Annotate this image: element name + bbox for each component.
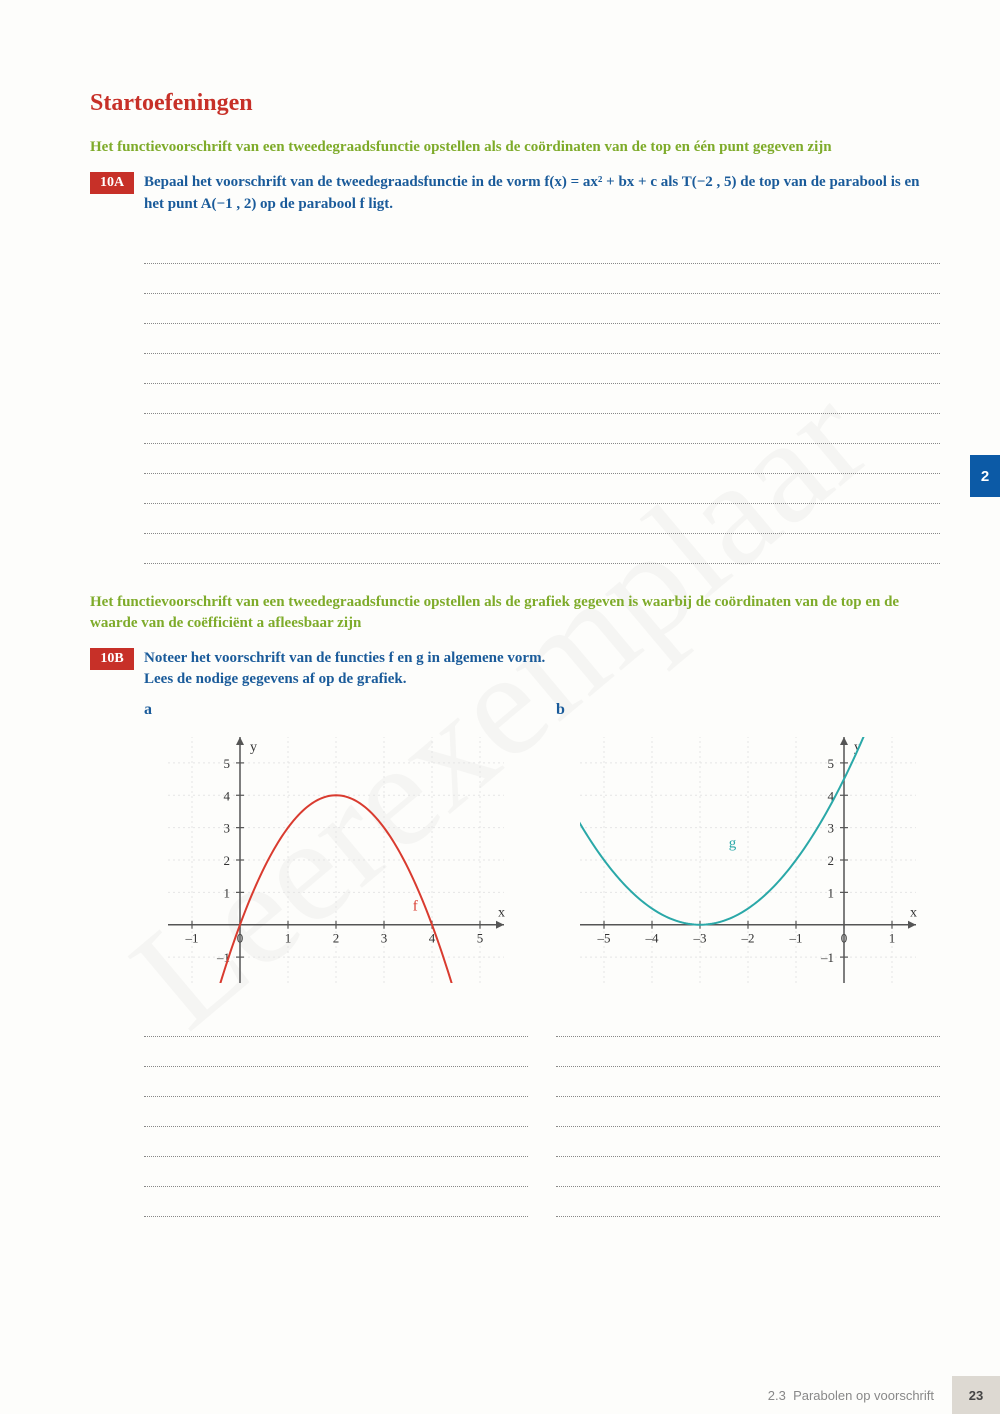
answer-line	[144, 294, 940, 324]
answer-lines-a	[144, 1007, 528, 1217]
sub-exercises: a –1012345–112345xyf b –5–4–3–2–101–1123…	[144, 701, 940, 1217]
sub-exercise-a: a –1012345–112345xyf	[144, 701, 528, 1217]
svg-text:1: 1	[224, 885, 231, 900]
answer-line	[556, 1157, 940, 1187]
answer-line	[144, 444, 940, 474]
svg-text:5: 5	[477, 931, 484, 946]
exercise-text-10a: Bepaal het voorschrift van de tweedegraa…	[144, 172, 940, 216]
svg-text:–3: –3	[693, 931, 707, 946]
footer-section-num: 2.3	[768, 1388, 786, 1403]
answer-line	[144, 384, 940, 414]
sub-label-a: a	[144, 701, 528, 719]
answer-line	[144, 474, 940, 504]
svg-text:1: 1	[889, 931, 896, 946]
footer-page-number: 23	[952, 1376, 1000, 1414]
svg-text:2: 2	[828, 853, 835, 868]
exercise-badge-10b: 10B	[90, 648, 134, 670]
svg-text:f: f	[413, 898, 418, 914]
exercise-text-10b: Noteer het voorschrift van de functies f…	[144, 648, 940, 692]
intro-text-2: Het functievoorschrift van een tweedegra…	[90, 592, 940, 634]
graph-b: –5–4–3–2–101–112345xyg	[556, 725, 940, 995]
svg-text:g: g	[729, 836, 737, 852]
answer-line	[144, 354, 940, 384]
answer-line	[556, 1007, 940, 1037]
svg-text:5: 5	[224, 756, 231, 771]
answer-line	[144, 534, 940, 564]
svg-text:1: 1	[285, 931, 292, 946]
footer-section-title: Parabolen op voorschrift	[793, 1388, 934, 1403]
answer-line	[144, 1187, 528, 1217]
exercise-10a: 10A Bepaal het voorschrift van de tweede…	[90, 172, 940, 216]
answer-line	[556, 1127, 940, 1157]
svg-text:–5: –5	[597, 931, 611, 946]
svg-text:y: y	[250, 740, 257, 755]
exercise-badge-10a: 10A	[90, 172, 134, 194]
answer-line	[556, 1067, 940, 1097]
answer-line	[144, 504, 940, 534]
answer-line	[144, 1007, 528, 1037]
answer-line	[144, 264, 940, 294]
answer-line	[556, 1187, 940, 1217]
page-footer: 2.3 Parabolen op voorschrift 23	[768, 1376, 1000, 1414]
answer-line	[144, 1157, 528, 1187]
answer-line	[556, 1037, 940, 1067]
svg-text:–1: –1	[820, 950, 834, 965]
svg-text:x: x	[498, 906, 505, 921]
answer-line	[144, 1067, 528, 1097]
svg-text:–1: –1	[185, 931, 199, 946]
svg-text:1: 1	[828, 885, 835, 900]
svg-text:x: x	[910, 906, 917, 921]
page-content: Startoefeningen Het functievoorschrift v…	[0, 0, 1000, 1257]
footer-section-label: 2.3 Parabolen op voorschrift	[768, 1388, 952, 1403]
section-title: Startoefeningen	[90, 90, 940, 117]
answer-line	[144, 324, 940, 354]
answer-line	[144, 1037, 528, 1067]
intro-text-1: Het functievoorschrift van een tweedegra…	[90, 137, 940, 158]
answer-line	[144, 1127, 528, 1157]
graph-a: –1012345–112345xyf	[144, 725, 528, 995]
svg-text:3: 3	[381, 931, 388, 946]
svg-text:–2: –2	[741, 931, 755, 946]
answer-line	[144, 1097, 528, 1127]
sub-exercise-b: b –5–4–3–2–101–112345xyg	[556, 701, 940, 1217]
svg-text:3: 3	[224, 821, 231, 836]
svg-text:0: 0	[841, 931, 848, 946]
svg-text:3: 3	[828, 821, 835, 836]
answer-line	[144, 414, 940, 444]
answer-lines-b	[556, 1007, 940, 1217]
svg-text:2: 2	[224, 853, 231, 868]
answer-lines-10a	[144, 234, 940, 564]
answer-line	[144, 234, 940, 264]
svg-text:–4: –4	[645, 931, 660, 946]
svg-text:4: 4	[224, 788, 231, 803]
answer-line	[556, 1097, 940, 1127]
svg-text:5: 5	[828, 756, 835, 771]
svg-text:2: 2	[333, 931, 340, 946]
svg-text:–1: –1	[789, 931, 803, 946]
exercise-10b: 10B Noteer het voorschrift van de functi…	[90, 648, 940, 692]
sub-label-b: b	[556, 701, 940, 719]
